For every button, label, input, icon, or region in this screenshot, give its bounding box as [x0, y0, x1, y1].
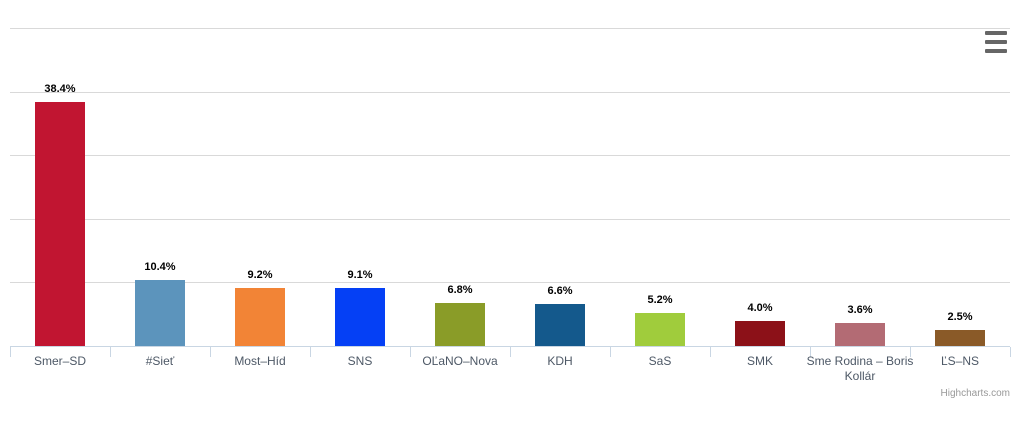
x-axis-tick — [210, 347, 211, 357]
gridline-50pct — [10, 28, 1010, 29]
category-label-sme-rodina-boris-kollar: Sme Rodina – Boris Kollár — [806, 354, 914, 383]
x-axis-line — [10, 346, 1010, 347]
bar-ls-ns[interactable] — [935, 330, 985, 346]
category-label-olano-nova: OĽaNO–Nova — [422, 354, 498, 368]
data-label-ls-ns: 2.5% — [947, 311, 973, 324]
category-label-sns: SNS — [347, 354, 373, 368]
x-axis-tick — [510, 347, 511, 357]
data-label-kdh: 6.6% — [547, 285, 573, 297]
x-axis-tick — [310, 347, 311, 357]
bar-siet[interactable] — [135, 279, 185, 346]
bar-kdh[interactable] — [535, 304, 585, 346]
bar-smk[interactable] — [735, 320, 785, 346]
data-label-smk: 4.0% — [747, 301, 773, 314]
highcharts-credits-link[interactable]: Highcharts.com — [940, 388, 1010, 399]
bar-olano-nova[interactable] — [435, 302, 485, 346]
hamburger-menu-icon — [985, 49, 1007, 53]
data-label-sme-rodina-boris-kollar: 3.6% — [847, 304, 873, 317]
data-label-siet: 10.4% — [144, 260, 176, 273]
x-axis-tick — [710, 347, 711, 357]
gridline-20pct — [10, 218, 1010, 220]
category-label-ls-ns: ĽS–NS — [940, 354, 980, 368]
category-label-kdh: KDH — [547, 354, 573, 368]
data-label-sas: 5.2% — [647, 293, 673, 306]
x-axis-tick — [110, 347, 111, 357]
data-label-olano-nova: 6.8% — [447, 283, 473, 296]
hamburger-menu-icon — [985, 40, 1007, 44]
x-axis-tick — [10, 347, 11, 357]
bar-sas[interactable] — [635, 312, 685, 346]
data-label-most-hid: 9.2% — [247, 268, 273, 281]
category-label-smk: SMK — [746, 354, 773, 368]
gridline-30pct — [10, 155, 1010, 157]
hamburger-menu-icon — [985, 31, 1007, 35]
x-axis-tick — [1010, 347, 1011, 357]
bar-sme-rodina-boris-kollar[interactable] — [835, 323, 885, 346]
bar-sns[interactable] — [335, 288, 385, 346]
bar-most-hid[interactable] — [235, 287, 285, 346]
category-label-most-hid: Most–Híd — [234, 354, 286, 368]
x-axis-tick — [810, 347, 811, 357]
data-label-sns: 9.1% — [347, 269, 373, 282]
category-label-smer-sd: Smer–SD — [33, 354, 86, 368]
data-label-smer-sd: 38.4% — [44, 82, 76, 95]
gridline-10pct — [10, 282, 1010, 284]
x-axis-tick — [410, 347, 411, 357]
bar-smer-sd[interactable] — [35, 101, 85, 346]
category-label-siet: #Sieť — [145, 354, 175, 368]
x-axis-tick — [910, 347, 911, 357]
gridline-40pct — [10, 91, 1010, 93]
chart-context-menu-button[interactable] — [983, 29, 1009, 57]
x-axis-tick — [610, 347, 611, 357]
category-label-sas: SaS — [648, 354, 672, 368]
